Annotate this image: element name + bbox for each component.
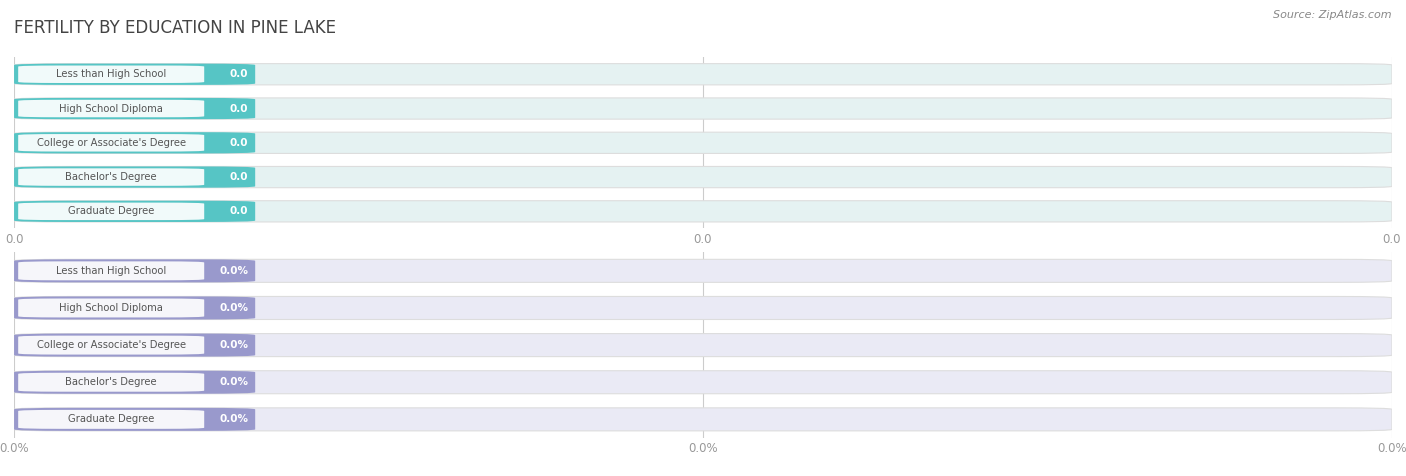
FancyBboxPatch shape — [14, 334, 1392, 357]
Text: Graduate Degree: Graduate Degree — [67, 206, 155, 217]
FancyBboxPatch shape — [14, 132, 1392, 153]
Text: High School Diploma: High School Diploma — [59, 303, 163, 313]
Text: Graduate Degree: Graduate Degree — [67, 414, 155, 425]
Text: Less than High School: Less than High School — [56, 266, 166, 276]
Text: Less than High School: Less than High School — [56, 69, 166, 79]
FancyBboxPatch shape — [14, 201, 256, 222]
FancyBboxPatch shape — [14, 167, 1392, 188]
Text: 0.0%: 0.0% — [219, 377, 249, 387]
FancyBboxPatch shape — [14, 371, 256, 394]
Text: 0.0%: 0.0% — [219, 303, 249, 313]
FancyBboxPatch shape — [14, 297, 256, 319]
FancyBboxPatch shape — [14, 297, 1392, 319]
Text: College or Associate's Degree: College or Associate's Degree — [37, 340, 186, 350]
Text: 0.0: 0.0 — [229, 69, 249, 79]
Text: High School Diploma: High School Diploma — [59, 103, 163, 114]
FancyBboxPatch shape — [18, 66, 204, 83]
FancyBboxPatch shape — [18, 100, 204, 117]
FancyBboxPatch shape — [14, 64, 256, 85]
FancyBboxPatch shape — [14, 201, 1392, 222]
FancyBboxPatch shape — [14, 259, 1392, 282]
FancyBboxPatch shape — [14, 98, 1392, 119]
Text: Bachelor's Degree: Bachelor's Degree — [66, 172, 157, 182]
Text: College or Associate's Degree: College or Associate's Degree — [37, 138, 186, 148]
Text: FERTILITY BY EDUCATION IN PINE LAKE: FERTILITY BY EDUCATION IN PINE LAKE — [14, 19, 336, 37]
FancyBboxPatch shape — [18, 203, 204, 220]
Text: 0.0%: 0.0% — [219, 266, 249, 276]
FancyBboxPatch shape — [14, 132, 256, 153]
FancyBboxPatch shape — [14, 98, 256, 119]
FancyBboxPatch shape — [14, 259, 256, 282]
Text: 0.0%: 0.0% — [219, 414, 249, 425]
FancyBboxPatch shape — [18, 373, 204, 392]
FancyBboxPatch shape — [18, 134, 204, 151]
Text: 0.0: 0.0 — [229, 172, 249, 182]
FancyBboxPatch shape — [18, 336, 204, 355]
FancyBboxPatch shape — [18, 261, 204, 280]
FancyBboxPatch shape — [14, 334, 256, 357]
FancyBboxPatch shape — [18, 410, 204, 429]
Text: Source: ZipAtlas.com: Source: ZipAtlas.com — [1274, 10, 1392, 20]
Text: 0.0: 0.0 — [229, 206, 249, 217]
FancyBboxPatch shape — [14, 371, 1392, 394]
FancyBboxPatch shape — [14, 408, 256, 431]
FancyBboxPatch shape — [14, 64, 1392, 85]
Text: 0.0: 0.0 — [229, 138, 249, 148]
Text: Bachelor's Degree: Bachelor's Degree — [66, 377, 157, 387]
FancyBboxPatch shape — [14, 167, 256, 188]
FancyBboxPatch shape — [18, 298, 204, 317]
FancyBboxPatch shape — [14, 408, 1392, 431]
Text: 0.0%: 0.0% — [219, 340, 249, 350]
Text: 0.0: 0.0 — [229, 103, 249, 114]
FancyBboxPatch shape — [18, 169, 204, 186]
